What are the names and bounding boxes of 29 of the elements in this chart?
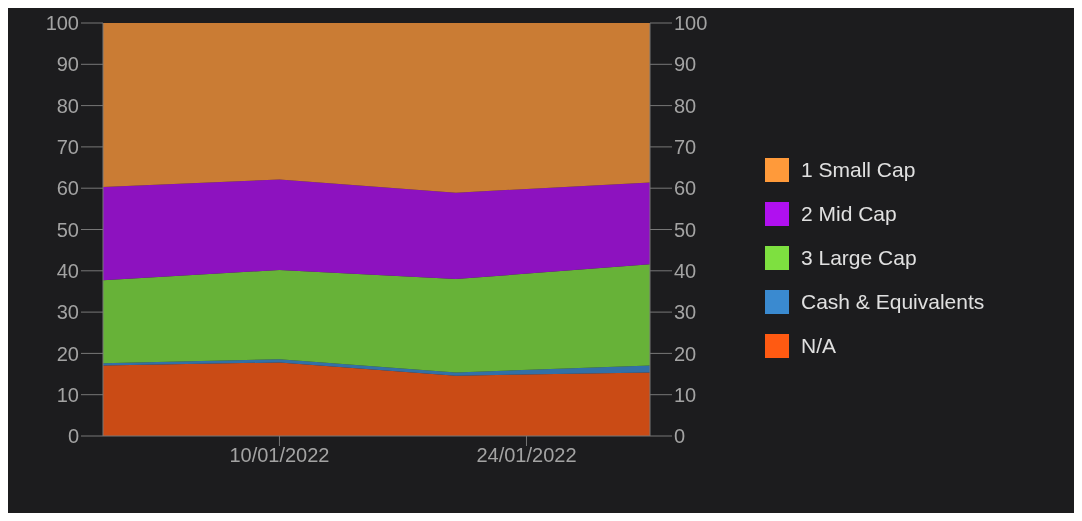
y-tick-label: 10 [56,383,79,406]
y-tick-label: 30 [56,301,79,324]
y2-tick-label: 60 [674,177,697,200]
y-tick-label: 90 [56,53,79,76]
legend-label: N/A [801,334,837,358]
y-tick-label: 0 [67,425,79,448]
y-tick-label: 20 [56,342,79,365]
y2-tick-label: 50 [674,218,697,241]
x-tick-label: 10/01/2022 [229,444,330,467]
legend-label: 2 Mid Cap [801,202,897,226]
y2-tick-label: 70 [674,136,697,158]
y2-tick-label: 0 [674,425,686,448]
y2-tick-label: 80 [674,94,697,117]
y-tick-label: 50 [56,218,79,241]
y-tick-label: 40 [56,259,79,282]
y2-tick-label: 10 [674,383,697,406]
y2-tick-label: 30 [674,301,697,324]
y2-tick-label: 100 [674,12,708,35]
legend-label: 1 Small Cap [801,158,916,182]
y-tick-label: 80 [56,94,79,117]
y-tick-label: 60 [56,177,79,200]
y2-tick-label: 20 [674,342,697,365]
y2-tick-label: 90 [674,53,697,76]
x-tick-label: 24/01/2022 [476,444,577,467]
y-tick-label: 100 [45,12,79,35]
y-tick-label: 70 [56,136,79,158]
legend-label: 3 Large Cap [801,246,917,270]
y2-tick-label: 40 [674,259,697,282]
legend-label: Cash & Equivalents [801,290,985,314]
